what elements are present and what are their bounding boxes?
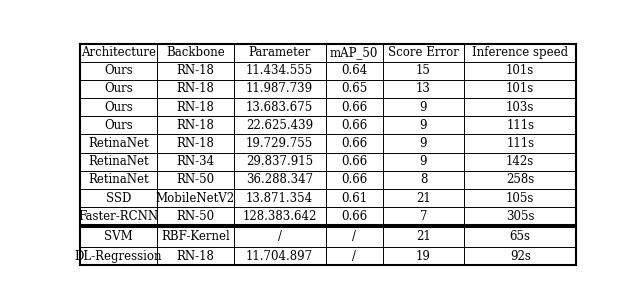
Text: RN-18: RN-18 bbox=[177, 119, 214, 132]
Text: MobileNetV2: MobileNetV2 bbox=[156, 192, 235, 205]
Text: 103s: 103s bbox=[506, 101, 534, 114]
Text: DL-Regression: DL-Regression bbox=[75, 250, 162, 263]
Text: SSD: SSD bbox=[106, 192, 131, 205]
Text: 101s: 101s bbox=[506, 82, 534, 95]
Text: 7: 7 bbox=[420, 210, 428, 223]
Text: RetinaNet: RetinaNet bbox=[88, 155, 148, 168]
Text: RN-18: RN-18 bbox=[177, 137, 214, 150]
Text: 105s: 105s bbox=[506, 192, 534, 205]
Text: 11.704.897: 11.704.897 bbox=[246, 250, 313, 263]
Text: Faster-RCNN: Faster-RCNN bbox=[78, 210, 159, 223]
Text: 0.66: 0.66 bbox=[341, 119, 367, 132]
Text: 9: 9 bbox=[420, 155, 428, 168]
Text: 9: 9 bbox=[420, 137, 428, 150]
Text: 21: 21 bbox=[416, 230, 431, 243]
Text: 101s: 101s bbox=[506, 64, 534, 77]
Text: 11.434.555: 11.434.555 bbox=[246, 64, 313, 77]
Text: RN-18: RN-18 bbox=[177, 101, 214, 114]
Text: RBF-Kernel: RBF-Kernel bbox=[161, 230, 230, 243]
Text: 11.987.739: 11.987.739 bbox=[246, 82, 313, 95]
Text: Inference speed: Inference speed bbox=[472, 46, 568, 59]
Text: 92s: 92s bbox=[510, 250, 531, 263]
Text: 111s: 111s bbox=[506, 137, 534, 150]
Text: Parameter: Parameter bbox=[248, 46, 311, 59]
Text: 0.66: 0.66 bbox=[341, 210, 367, 223]
Text: RN-18: RN-18 bbox=[177, 64, 214, 77]
Text: 29.837.915: 29.837.915 bbox=[246, 155, 313, 168]
Text: 111s: 111s bbox=[506, 119, 534, 132]
Text: 305s: 305s bbox=[506, 210, 534, 223]
Text: 0.66: 0.66 bbox=[341, 137, 367, 150]
Text: RN-18: RN-18 bbox=[177, 250, 214, 263]
Text: RetinaNet: RetinaNet bbox=[88, 137, 148, 150]
Text: mAP_50: mAP_50 bbox=[330, 46, 378, 59]
Text: 65s: 65s bbox=[509, 230, 531, 243]
Text: RN-50: RN-50 bbox=[176, 210, 214, 223]
Text: 258s: 258s bbox=[506, 173, 534, 186]
Text: 0.64: 0.64 bbox=[341, 64, 367, 77]
Text: Ours: Ours bbox=[104, 101, 133, 114]
Text: 0.66: 0.66 bbox=[341, 173, 367, 186]
Text: Ours: Ours bbox=[104, 119, 133, 132]
Text: 0.66: 0.66 bbox=[341, 155, 367, 168]
Text: 8: 8 bbox=[420, 173, 427, 186]
Text: 9: 9 bbox=[420, 119, 428, 132]
Text: 0.66: 0.66 bbox=[341, 101, 367, 114]
Text: Score Error: Score Error bbox=[388, 46, 459, 59]
Text: 22.625.439: 22.625.439 bbox=[246, 119, 313, 132]
Text: Ours: Ours bbox=[104, 82, 133, 95]
Text: 15: 15 bbox=[416, 64, 431, 77]
Text: SVM: SVM bbox=[104, 230, 133, 243]
Text: RetinaNet: RetinaNet bbox=[88, 173, 148, 186]
Text: Ours: Ours bbox=[104, 64, 133, 77]
Text: 142s: 142s bbox=[506, 155, 534, 168]
Text: RN-34: RN-34 bbox=[176, 155, 214, 168]
Text: 128.383.642: 128.383.642 bbox=[243, 210, 317, 223]
Text: 9: 9 bbox=[420, 101, 428, 114]
Text: Backbone: Backbone bbox=[166, 46, 225, 59]
Text: RN-18: RN-18 bbox=[177, 82, 214, 95]
Text: 21: 21 bbox=[416, 192, 431, 205]
Text: Architecture: Architecture bbox=[81, 46, 156, 59]
Text: /: / bbox=[352, 230, 356, 243]
Text: 19.729.755: 19.729.755 bbox=[246, 137, 313, 150]
Text: 36.288.347: 36.288.347 bbox=[246, 173, 313, 186]
Text: 13.683.675: 13.683.675 bbox=[246, 101, 313, 114]
Text: 0.65: 0.65 bbox=[341, 82, 367, 95]
Text: RN-50: RN-50 bbox=[176, 173, 214, 186]
Text: 13: 13 bbox=[416, 82, 431, 95]
Text: /: / bbox=[352, 250, 356, 263]
Text: 0.61: 0.61 bbox=[341, 192, 367, 205]
Text: /: / bbox=[278, 230, 282, 243]
Text: 13.871.354: 13.871.354 bbox=[246, 192, 313, 205]
Text: 19: 19 bbox=[416, 250, 431, 263]
